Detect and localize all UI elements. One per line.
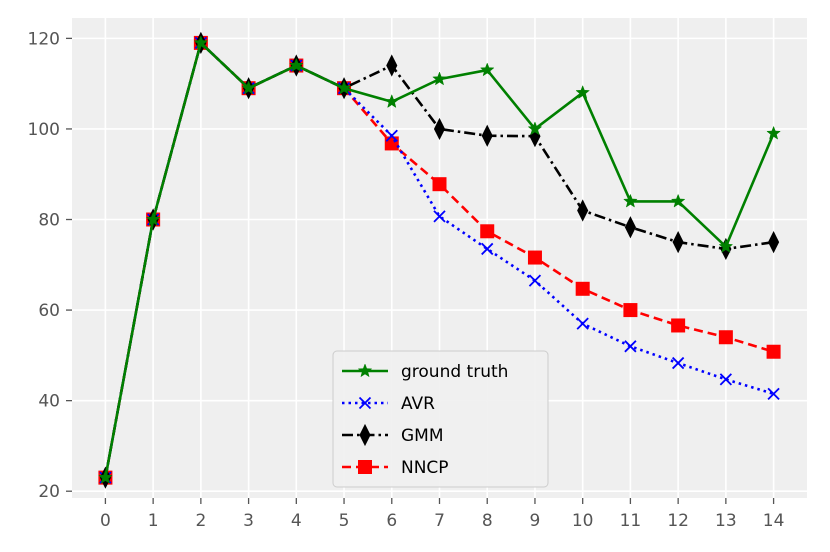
- data-point: [623, 303, 638, 318]
- data-point: [766, 344, 781, 359]
- legend-label: ground truth: [401, 362, 508, 382]
- data-point: [386, 54, 398, 77]
- x-tick-label: 4: [291, 511, 302, 531]
- data-point: [623, 193, 638, 208]
- series-ground-truth: [98, 35, 781, 484]
- data-point: [433, 210, 446, 223]
- data-point: [384, 94, 400, 109]
- data-point: [433, 117, 446, 141]
- x-tick-label: 7: [434, 511, 445, 531]
- data-point: [719, 373, 733, 386]
- data-point: [527, 121, 543, 136]
- data-point: [768, 231, 780, 254]
- data-point: [145, 211, 161, 226]
- x-tick-label: 14: [763, 511, 785, 531]
- data-point: [193, 35, 209, 50]
- legend-label: NNCP: [401, 458, 449, 478]
- data-point: [432, 71, 447, 86]
- series-layer: [98, 31, 781, 489]
- data-point: [288, 57, 304, 72]
- y-tick-label: 60: [38, 301, 60, 321]
- y-tick-label: 80: [38, 211, 60, 231]
- data-point: [718, 238, 734, 253]
- y-tick-label: 100: [28, 120, 60, 140]
- legend-label: AVR: [401, 394, 435, 414]
- legend-item-nncp: NNCP: [342, 458, 449, 478]
- data-point: [624, 216, 636, 239]
- x-tick-label: 8: [482, 511, 493, 531]
- x-tick-label: 13: [715, 511, 737, 531]
- y-tick-label: 120: [28, 29, 60, 49]
- x-tick-label: 12: [667, 511, 689, 531]
- data-point: [577, 199, 589, 222]
- y-tick-label: 20: [38, 482, 60, 502]
- data-point: [432, 177, 447, 192]
- data-point: [336, 80, 352, 95]
- y-tick-label: 40: [38, 392, 60, 412]
- x-tick-label: 9: [530, 511, 541, 531]
- legend-item-gmm: GMM: [342, 423, 444, 447]
- data-point: [479, 62, 495, 77]
- data-point: [241, 80, 256, 95]
- data-point: [384, 136, 399, 151]
- data-point: [672, 231, 684, 254]
- x-tick-label: 6: [386, 511, 397, 531]
- data-point: [576, 317, 589, 330]
- legend-box: [332, 350, 549, 488]
- legend-label: GMM: [401, 426, 444, 446]
- legend: ground truth AVR GMM NNCP: [332, 350, 549, 488]
- data-point: [575, 281, 590, 296]
- data-point: [385, 129, 398, 142]
- legend-item-avr: AVR: [342, 394, 435, 414]
- legend-marker: [359, 423, 371, 447]
- data-point: [481, 124, 493, 147]
- x-tick-label: 11: [620, 511, 642, 531]
- x-tick-label: 1: [148, 511, 159, 531]
- legend-marker: [358, 396, 372, 410]
- data-point: [480, 224, 495, 239]
- data-point: [481, 242, 494, 256]
- data-point: [98, 469, 113, 484]
- data-point: [766, 125, 781, 140]
- legend-item-ground-truth: ground truth: [342, 362, 508, 382]
- data-point: [671, 318, 686, 333]
- legend-marker: [357, 363, 373, 378]
- x-tick-label: 10: [572, 511, 594, 531]
- x-tick-label: 0: [100, 511, 111, 531]
- legend-marker: [358, 460, 372, 474]
- data-point: [670, 193, 686, 208]
- data-point: [575, 85, 591, 99]
- x-tick-label: 3: [243, 511, 254, 531]
- data-point: [624, 340, 637, 353]
- data-point: [671, 356, 685, 370]
- x-tick-label: 5: [339, 511, 350, 531]
- data-point: [528, 274, 542, 287]
- x-tick-label: 2: [195, 511, 206, 531]
- data-point: [767, 387, 780, 400]
- data-point: [718, 330, 733, 345]
- data-point: [527, 250, 542, 265]
